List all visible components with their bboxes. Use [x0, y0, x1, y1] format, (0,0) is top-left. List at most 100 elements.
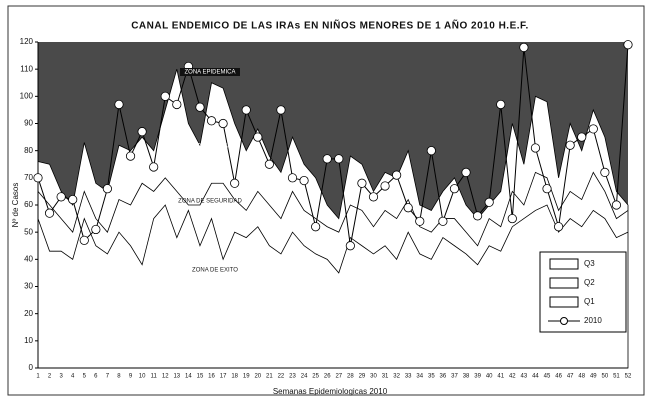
x-tick-label: 2 — [48, 374, 52, 380]
x-tick-label: 50 — [602, 374, 609, 380]
point — [438, 216, 448, 226]
point — [473, 211, 483, 221]
x-tick-label: 20 — [254, 374, 261, 380]
x-tick-label: 51 — [613, 374, 620, 380]
x-tick-label: 32 — [393, 374, 400, 380]
point — [415, 216, 425, 226]
point — [565, 140, 575, 150]
x-tick-label: 3 — [59, 374, 63, 380]
legend-swatch — [549, 258, 579, 270]
point — [461, 167, 471, 177]
x-tick-label: 15 — [197, 374, 204, 380]
point — [345, 241, 355, 251]
x-tick-label: 23 — [289, 374, 296, 380]
y-tick-label: 10 — [24, 336, 33, 345]
x-tick-label: 4 — [71, 374, 75, 380]
y-axis-label: Nº de Casos — [11, 183, 20, 228]
point — [218, 118, 228, 129]
point — [507, 213, 517, 224]
x-tick-label: 11 — [151, 374, 158, 380]
point — [114, 99, 124, 110]
x-tick-label: 34 — [416, 374, 423, 380]
point — [125, 151, 136, 161]
x-axis-label: Semanas Epidemiologicas 2010 — [273, 387, 388, 396]
y-tick-label: 50 — [24, 227, 33, 236]
point — [623, 40, 633, 50]
x-tick-label: 38 — [463, 374, 470, 380]
point — [392, 170, 402, 180]
legend-label: Q3 — [584, 259, 595, 268]
x-tick-label: 14 — [185, 374, 192, 380]
annotation: ZONA DE ALARMA — [179, 144, 231, 150]
point — [206, 116, 217, 126]
y-tick-label: 80 — [24, 146, 33, 155]
point — [137, 127, 147, 137]
point — [426, 146, 436, 156]
x-tick-label: 39 — [474, 374, 481, 380]
point — [542, 184, 552, 194]
point — [334, 154, 344, 164]
annotation-box — [180, 68, 240, 76]
point — [287, 173, 298, 183]
series-line — [37, 44, 629, 246]
x-tick-label: 10 — [139, 374, 146, 380]
x-tick-label: 7 — [106, 374, 110, 380]
x-tick-label: 48 — [578, 374, 585, 380]
point — [600, 167, 610, 177]
annotation: ZONA EPIDEMICA — [184, 70, 235, 76]
x-tick-label: 47 — [567, 374, 574, 380]
legend-swatch — [549, 296, 579, 308]
y-tick-label: 110 — [20, 64, 33, 73]
point — [519, 42, 529, 53]
x-tick-label: 42 — [509, 374, 516, 380]
point — [241, 105, 251, 115]
y-tick-label: 70 — [24, 173, 33, 182]
y-tick-label: 90 — [24, 119, 33, 128]
point — [44, 208, 55, 218]
y-tick-label: 100 — [20, 91, 34, 100]
x-tick-label: 33 — [405, 374, 412, 380]
y-tick-label: 120 — [20, 37, 34, 46]
point — [264, 159, 274, 169]
point — [322, 154, 332, 164]
x-tick-label: 8 — [117, 374, 121, 380]
frame — [7, 5, 645, 396]
point — [611, 200, 622, 210]
point — [577, 132, 587, 142]
point — [253, 132, 263, 142]
x-tick-label: 41 — [497, 374, 504, 380]
point — [484, 197, 494, 207]
x-tick-label: 9 — [129, 374, 133, 380]
x-tick-label: 52 — [625, 374, 632, 380]
q3-area — [37, 69, 629, 369]
point — [79, 235, 89, 245]
x-tick-label: 26 — [324, 374, 331, 380]
point — [449, 184, 460, 194]
legend-label: Q1 — [584, 297, 595, 306]
point — [311, 222, 321, 232]
point — [357, 178, 367, 188]
point — [530, 143, 541, 153]
point — [195, 102, 205, 112]
x-tick-label: 12 — [162, 374, 169, 380]
point — [102, 184, 113, 194]
y-tick-label: 0 — [29, 363, 34, 372]
point — [380, 181, 390, 191]
point — [276, 105, 286, 115]
point — [56, 192, 66, 202]
point — [403, 203, 413, 213]
y-tick-label: 40 — [24, 254, 33, 263]
point — [160, 91, 170, 101]
point — [299, 175, 309, 186]
x-tick-label: 1 — [36, 374, 40, 380]
x-tick-label: 31 — [382, 374, 389, 380]
x-tick-label: 30 — [370, 374, 377, 380]
x-tick-label: 17 — [220, 374, 227, 380]
point — [496, 99, 506, 110]
x-tick-label: 29 — [359, 374, 366, 380]
x-tick-label: 28 — [347, 374, 354, 380]
x-tick-label: 36 — [440, 374, 447, 380]
x-tick-label: 21 — [266, 374, 273, 380]
x-tick-label: 13 — [173, 374, 180, 380]
x-tick-label: 43 — [521, 374, 528, 380]
